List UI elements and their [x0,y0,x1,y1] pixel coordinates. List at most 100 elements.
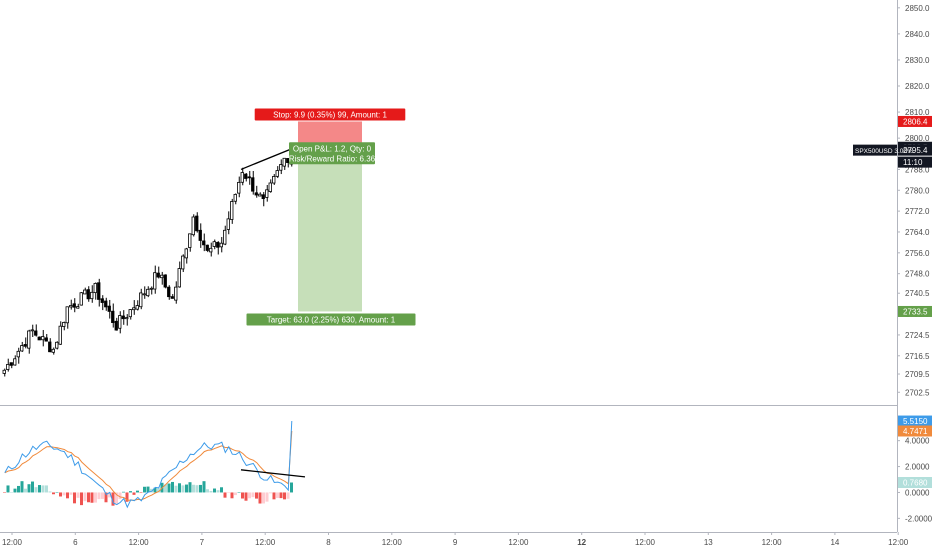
candle-body [216,241,220,248]
price-tick-label: 2716.5 [905,352,930,361]
candle-body [268,182,272,192]
histogram-bar [150,488,153,493]
countdown-badge-bg [898,156,932,168]
histogram-bar [206,489,209,493]
histogram-bar [24,488,27,493]
candle-body [167,286,171,298]
last-price-badge-bg [898,144,932,156]
candle-body [282,157,286,167]
stop-price-badge-bg [898,115,932,127]
candle-body [177,268,181,288]
candle-body [198,229,202,241]
line1-badge-bg [898,415,932,427]
histogram-bar [272,492,276,500]
candle-body [261,194,265,200]
histogram-bar [223,492,227,498]
histogram-bar [181,485,185,493]
time-tick-label: 12:00 [508,538,529,547]
histogram-bar [122,491,125,493]
histogram-bar [234,492,237,496]
histogram-bar [192,484,195,493]
hist-badge-bg [898,477,932,489]
histogram-bar [167,483,171,493]
candle-body [79,292,83,306]
candle-body [118,315,122,329]
time-tick-label: 12:00 [129,538,150,547]
candle-body [170,296,174,299]
candle-body [139,292,143,308]
candle-body [125,317,129,320]
histogram-bar [73,492,76,504]
pnl-label-bg [289,142,375,165]
candle-body [240,172,244,183]
histogram-bar [185,484,188,493]
rr-label-text: Risk/Reward Ratio: 6.36 [289,154,376,163]
price-tick-label: 2756.0 [905,249,930,258]
price-tick-label: 2800.0 [905,134,930,143]
candle-body [37,336,41,341]
candle-body [30,329,34,332]
candle-body [9,362,13,366]
indicator-tick-label: 0.0000 [905,488,930,497]
histogram-bar [213,488,216,493]
candle-body [132,307,136,311]
candle-body [104,300,108,308]
histogram-bar [276,492,279,498]
candle-body [72,303,76,308]
candle-body [156,272,160,278]
candle-body [2,369,6,374]
histogram-bar [139,492,143,494]
stop-price-badge-text: 2806.4 [903,117,928,126]
histogram-bar [227,492,230,494]
candle-body [226,218,230,230]
candle-body [184,248,188,259]
target-zone [298,147,362,312]
histogram-bar [157,488,160,493]
price-tick-label: 2702.5 [905,388,930,397]
histogram-bar [188,482,192,493]
indicator-pane [3,420,306,509]
candle-body [202,240,206,246]
price-tick-label: 2780.0 [905,186,930,195]
histogram-bar [283,492,286,500]
time-tick-label: 8 [326,538,331,547]
candle-body [209,247,213,253]
histogram-bar [153,487,157,493]
histogram-bar [248,492,251,499]
time-tick-label: 7 [200,538,205,547]
position-tool[interactable] [298,121,362,312]
candle-body [223,229,227,245]
price-tick-label: 2740.5 [905,289,930,298]
candle-body [107,305,111,312]
candle-body [153,272,157,290]
target-label: Target: 63.0 (2.25%) 630, Amount: 1 [246,313,416,326]
histogram-bar [269,492,272,494]
histogram-bar [216,490,220,493]
time-tick-label: 12:00 [635,538,656,547]
candle-body [58,325,62,345]
candle-body [13,358,17,366]
histogram-bar [55,492,59,493]
histogram-bar [94,492,97,503]
histogram-bar [111,492,115,506]
symbol-badge-text: SPX500USD 3.00% [855,148,913,155]
candle-body [265,189,269,198]
time-tick-label: 6 [73,538,78,547]
candle-body [76,306,80,309]
candle-body [275,170,279,177]
histogram-bar [97,492,101,500]
candle-body [135,305,139,310]
candle-body [111,310,115,323]
target-price-badge-text: 2733.5 [903,307,928,316]
candle-body [244,173,248,179]
candle-body [205,244,209,251]
stop-label-text: Stop: 9.9 (0.35%) 99, Amount: 1 [273,110,387,119]
symbol-badge: SPX500USD 3.00% [853,144,913,156]
candle-body [212,241,216,247]
histogram-bar [174,485,178,493]
histogram-bar [279,492,283,499]
candle-body [279,164,283,171]
candle-body [237,181,241,194]
